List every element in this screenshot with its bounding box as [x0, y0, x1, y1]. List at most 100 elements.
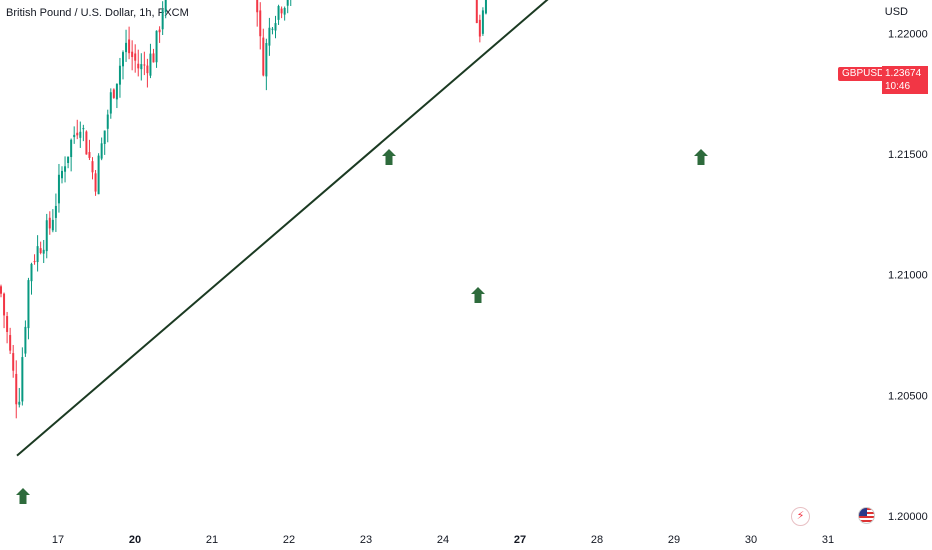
- candle-body: [286, 0, 289, 6]
- symbol-tag: GBPUSD: [838, 67, 889, 81]
- candle-body: [106, 114, 109, 129]
- x-tick-label: 29: [668, 534, 680, 546]
- price-axis[interactable]: 1.240001.235001.230001.225001.220001.215…: [888, 0, 928, 523]
- candle-body: [61, 170, 63, 179]
- candle-body: [164, 0, 167, 13]
- y-tick-label: 1.21000: [888, 270, 928, 282]
- x-tick-label: 28: [591, 534, 603, 546]
- last-price-tag: 1.23674 10:46: [882, 66, 928, 94]
- candle-body: [478, 19, 481, 37]
- candle-body: [484, 0, 487, 14]
- x-tick-label: 23: [360, 534, 372, 546]
- candle-body: [88, 152, 91, 158]
- candle-body: [146, 65, 149, 74]
- y-tick-label: 1.20500: [888, 390, 928, 402]
- us-flag-icon[interactable]: [858, 507, 875, 524]
- candle-body: [85, 131, 88, 155]
- candle-body: [27, 280, 30, 329]
- candle-body: [3, 293, 6, 316]
- candle-body: [57, 174, 60, 204]
- candle-body: [481, 10, 484, 34]
- candle-body: [158, 29, 161, 33]
- candle-body: [155, 30, 158, 63]
- candle-body: [36, 246, 39, 263]
- up-arrow-marker: [471, 287, 485, 303]
- x-tick-label: 22: [283, 534, 295, 546]
- candle-body: [24, 326, 27, 354]
- up-arrow-markers: [16, 149, 708, 504]
- candle-body: [475, 0, 478, 24]
- up-arrow-marker: [694, 149, 708, 165]
- candle-body: [91, 161, 94, 173]
- candle-body: [64, 166, 67, 172]
- candle-body: [0, 286, 2, 294]
- candle-body: [137, 63, 140, 69]
- currency-label: USD: [884, 6, 908, 18]
- candle-body: [149, 53, 152, 76]
- candle-body: [280, 8, 283, 14]
- candle-body: [42, 249, 45, 254]
- candle-body: [277, 6, 280, 20]
- candle-body: [73, 134, 76, 138]
- candle-body: [51, 219, 54, 231]
- candle-body: [54, 205, 57, 218]
- candle-body: [131, 51, 134, 58]
- candle-body: [79, 131, 82, 138]
- candle-body: [12, 353, 15, 371]
- up-arrow-marker: [382, 149, 396, 165]
- candlesticks: [0, 0, 487, 419]
- candle-body: [256, 0, 259, 13]
- candle-body: [134, 53, 137, 61]
- y-tick-label: 1.21500: [888, 149, 928, 161]
- candle-body: [128, 39, 131, 54]
- candle-body: [283, 8, 286, 15]
- candle-body: [39, 248, 42, 254]
- candle-body: [152, 53, 155, 63]
- candle-body: [161, 9, 164, 30]
- candle-body: [115, 83, 118, 100]
- candle-body: [18, 401, 21, 405]
- candle-body: [30, 263, 33, 282]
- time-axis[interactable]: 17 20 21 22 23 24 27 28 29 30 31: [52, 534, 834, 546]
- candle-body: [262, 37, 265, 76]
- x-tick-label: 24: [437, 534, 449, 546]
- x-tick-label: 31: [822, 534, 834, 546]
- bar-countdown: 10:46: [885, 81, 911, 92]
- x-tick-label: 20: [129, 534, 141, 546]
- flash-icon[interactable]: ⚡: [791, 507, 810, 526]
- candle-body: [274, 23, 277, 31]
- up-arrow-marker: [16, 488, 30, 504]
- candle-body: [109, 92, 112, 114]
- candle-body: [100, 143, 103, 159]
- candle-body: [9, 335, 12, 351]
- candle-body: [140, 64, 143, 70]
- candle-body: [97, 155, 100, 195]
- candle-body: [268, 27, 271, 46]
- candle-body: [122, 52, 124, 67]
- candle-body: [6, 316, 9, 332]
- candle-body: [125, 42, 128, 53]
- candle-body: [259, 10, 262, 37]
- candle-body: [103, 130, 106, 144]
- candle-body: [45, 220, 48, 252]
- candle-body: [15, 373, 18, 405]
- candle-body: [67, 156, 70, 163]
- candle-body: [265, 43, 268, 77]
- candle-body: [76, 132, 79, 136]
- candle-body: [143, 64, 146, 66]
- candle-body: [94, 173, 97, 192]
- last-price: 1.23674: [885, 68, 922, 79]
- x-tick-label: 30: [745, 534, 757, 546]
- y-tick-label: 1.20000: [888, 511, 928, 523]
- candle-body: [21, 357, 24, 402]
- candle-body: [70, 139, 73, 158]
- x-tick-label: 17: [52, 534, 64, 546]
- candle-body: [48, 217, 51, 229]
- candle-body: [271, 28, 274, 30]
- trendline[interactable]: [16, 0, 852, 457]
- candle-body: [112, 89, 115, 98]
- candle-body: [82, 128, 85, 130]
- x-tick-label: 27: [514, 534, 526, 546]
- candle-body: [118, 65, 121, 85]
